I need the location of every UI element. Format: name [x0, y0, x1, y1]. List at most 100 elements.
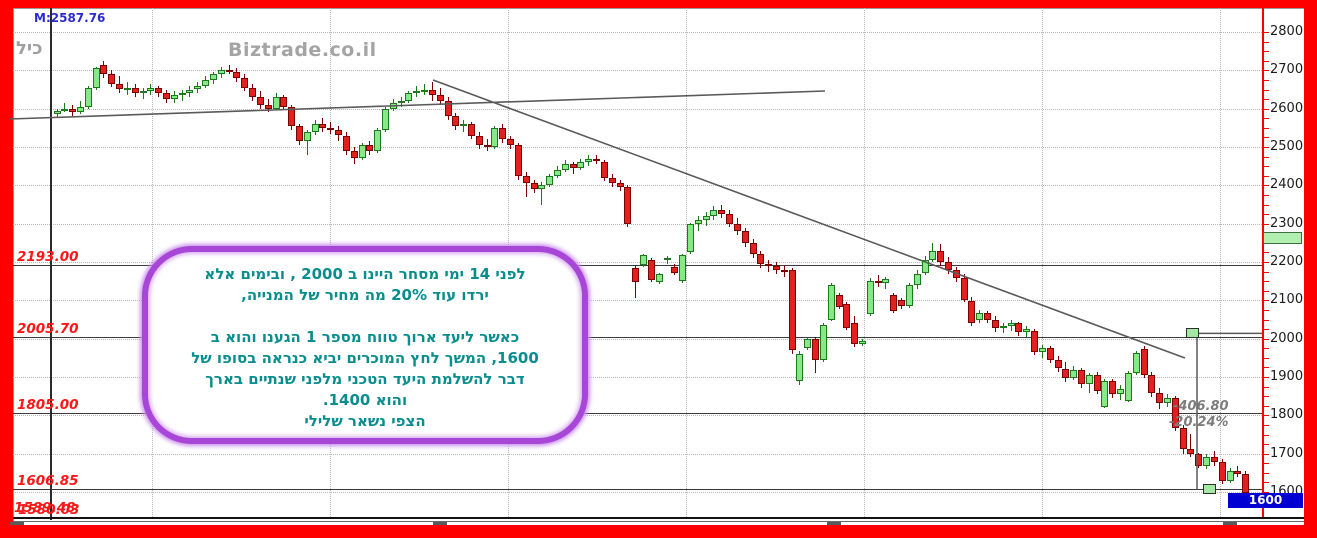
level-price-label: 1805.00 [17, 397, 79, 414]
candle [702, 216, 710, 220]
axis-minor-tick [1264, 338, 1269, 340]
axis-minor-tick [1264, 300, 1269, 302]
candle [984, 312, 992, 321]
level-price-label: 1606.85 [17, 473, 79, 490]
candle [561, 164, 569, 170]
candle [225, 70, 233, 73]
candle [593, 158, 601, 161]
candle [937, 250, 945, 262]
axis-minor-tick [1264, 290, 1269, 292]
candle [84, 87, 92, 107]
candle [319, 124, 327, 128]
candle [710, 210, 718, 216]
candle [890, 294, 898, 312]
axis-minor-tick [1264, 453, 1269, 455]
candle [1023, 328, 1031, 332]
candle [1062, 368, 1070, 378]
candle [1046, 347, 1054, 361]
candle [374, 129, 382, 151]
candle-wick [424, 83, 425, 96]
indicator-value: M:2587.76 [34, 11, 106, 25]
candle [960, 278, 968, 301]
candle [295, 125, 303, 142]
candle [61, 108, 69, 111]
candle [264, 104, 272, 109]
level-price-label-overlap: 1589.48 [14, 500, 76, 516]
axis-minor-tick [1264, 204, 1269, 206]
annotation-line: דבר להשלמת היעד הטכני מלפני שנתיים בארך [205, 370, 525, 388]
axis-minor-tick [1264, 492, 1269, 493]
candle [866, 281, 874, 314]
candle [499, 127, 507, 140]
symbol-label: כיל [16, 38, 43, 59]
candle [679, 255, 687, 282]
candle [1195, 454, 1203, 466]
axis-minor-tick [1264, 118, 1269, 120]
measure-end-handle[interactable] [1203, 484, 1216, 495]
level-price-label-overlap: 1580.03 [18, 502, 80, 518]
candle [163, 93, 170, 99]
candle [421, 89, 428, 92]
axis-minor-tick [1264, 214, 1269, 216]
support-level-line [13, 489, 1262, 491]
candle [311, 124, 319, 132]
axis-minor-tick [1264, 309, 1269, 311]
candle [413, 91, 421, 94]
candle-wick [885, 277, 887, 289]
candle [765, 263, 773, 266]
candle [530, 183, 538, 190]
candle [968, 301, 976, 323]
support-level-line [13, 413, 1262, 415]
analysis-annotation-bubble[interactable]: לפני 14 ימי מסחר היינו ב 2000 , ובימים א… [142, 246, 588, 444]
gridline-v [1220, 8, 1221, 517]
axis-price-label: 2500 [1270, 139, 1304, 154]
axis-highlight-zone [1263, 232, 1302, 244]
candle [460, 124, 468, 126]
candle [1015, 323, 1023, 332]
axis-price-label: 1700 [1270, 445, 1304, 461]
candle [366, 145, 374, 151]
candle [468, 124, 475, 136]
level-price-label: 2005.70 [17, 320, 79, 337]
gridline-v [152, 8, 153, 517]
candle [1226, 470, 1234, 482]
candle [647, 260, 655, 281]
gridline-h [13, 453, 1262, 455]
candle [514, 145, 522, 176]
date-tick-stub [10, 522, 24, 525]
candle [1054, 360, 1062, 369]
candle [796, 354, 804, 381]
current-price-badge: 1600 [1228, 493, 1303, 508]
axis-minor-tick [1264, 424, 1269, 426]
axis-minor-tick [1264, 99, 1269, 101]
axis-minor-tick [1264, 70, 1269, 72]
axis-minor-tick [1264, 377, 1269, 378]
axis-minor-tick [1264, 60, 1269, 62]
annotation-line: ירדו עוד 20% מה מחיר של המנייה, [241, 286, 489, 304]
axis-minor-tick [1264, 271, 1269, 273]
axis-minor-tick [1264, 108, 1269, 110]
candle [624, 187, 632, 224]
measure-start-handle[interactable] [1186, 328, 1199, 339]
candle-wick [1010, 320, 1012, 331]
axis-minor-tick [1264, 405, 1269, 407]
candle [1101, 380, 1109, 407]
candle [976, 312, 984, 321]
level-price-label: 2193.00 [17, 248, 79, 265]
annotation-line [148, 306, 582, 327]
axis-minor-tick [1264, 357, 1269, 359]
candle [1038, 347, 1046, 352]
candle [741, 231, 749, 243]
axis-minor-tick [1264, 367, 1269, 369]
candle [405, 93, 413, 101]
candle [397, 101, 405, 103]
candle [1007, 323, 1015, 326]
candle [241, 78, 249, 88]
axis-minor-tick [1264, 415, 1269, 417]
watermark: Biztrade.co.il [228, 39, 377, 61]
left-axis-spine [50, 8, 52, 520]
candle [147, 87, 155, 92]
candle [1093, 375, 1101, 391]
candle [475, 135, 483, 146]
axis-minor-tick [1264, 223, 1269, 225]
